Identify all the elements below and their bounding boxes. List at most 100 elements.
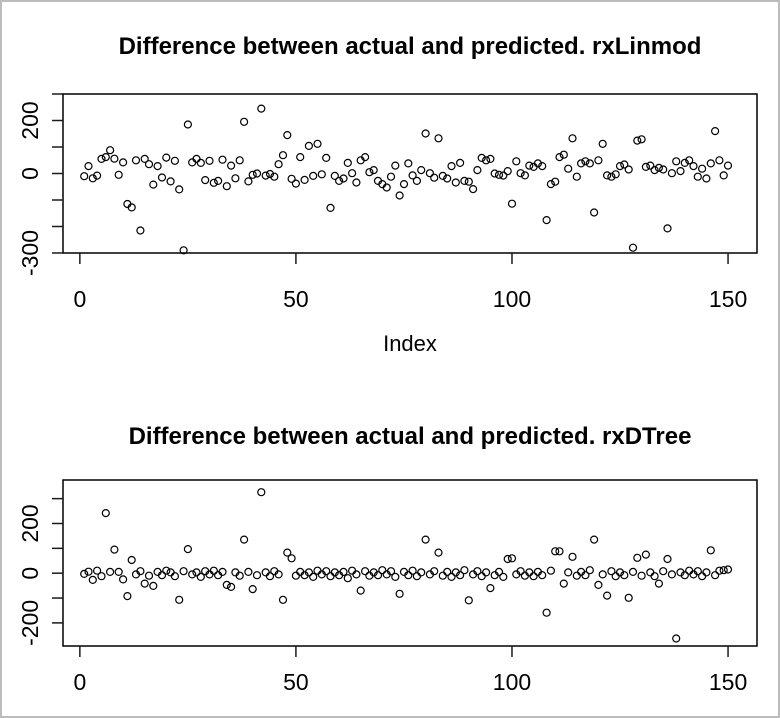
data-point <box>646 568 655 577</box>
data-point <box>615 568 625 577</box>
data-point <box>114 567 123 577</box>
data-point <box>114 170 123 179</box>
data-point <box>274 160 283 169</box>
data-point <box>417 568 426 577</box>
data-point <box>140 154 149 163</box>
data-point <box>97 572 106 581</box>
data-point <box>551 177 560 186</box>
data-point <box>382 183 391 192</box>
data-point <box>697 164 707 173</box>
data-point <box>348 566 357 575</box>
data-point <box>261 171 270 180</box>
data-point <box>127 555 136 565</box>
data-point <box>667 169 677 178</box>
data-point <box>464 596 473 605</box>
data-point <box>538 571 547 580</box>
data-point <box>607 567 616 576</box>
data-point <box>602 171 612 180</box>
data-point <box>559 150 568 159</box>
data-point <box>170 156 179 165</box>
data-point <box>118 575 128 584</box>
data-point <box>408 171 417 180</box>
data-point <box>162 153 171 162</box>
y-tick-label: -200 <box>17 600 43 646</box>
data-point <box>464 177 473 186</box>
data-point <box>339 567 348 577</box>
data-point <box>447 572 456 582</box>
data-point <box>92 171 102 180</box>
y-tick-label: 0 <box>17 167 43 180</box>
data-point <box>494 170 504 179</box>
data-point <box>624 165 633 174</box>
data-point <box>659 165 668 174</box>
data-point <box>434 548 443 557</box>
data-point <box>633 136 642 145</box>
data-point <box>417 166 426 175</box>
data-point <box>209 566 218 575</box>
data-point <box>589 535 599 544</box>
data-point <box>637 135 646 144</box>
data-point <box>283 548 292 557</box>
data-point <box>110 545 119 554</box>
data-point <box>611 572 620 581</box>
data-point <box>585 566 594 575</box>
x-tick-label: 150 <box>709 286 747 312</box>
data-point <box>300 175 309 184</box>
data-point <box>88 575 97 585</box>
data-point <box>710 571 720 580</box>
data-point <box>80 569 89 579</box>
data-point <box>157 173 167 182</box>
data-point <box>555 547 564 556</box>
y-tick-label: 200 <box>17 101 43 139</box>
data-point <box>257 104 266 113</box>
data-point <box>689 162 698 171</box>
data-point <box>326 203 335 212</box>
data-point <box>516 169 525 178</box>
data-point <box>412 176 421 185</box>
data-point <box>118 158 128 167</box>
data-point <box>482 156 491 165</box>
data-point <box>274 570 283 579</box>
data-point <box>352 178 361 187</box>
data-point <box>235 571 244 580</box>
chart-title-rxlinmod: Difference between actual and predicted.… <box>118 33 702 60</box>
data-point <box>330 171 339 180</box>
data-point <box>551 547 560 556</box>
data-point <box>378 566 387 575</box>
data-point <box>572 571 581 580</box>
data-point <box>412 572 421 581</box>
data-point <box>361 153 370 162</box>
data-point <box>248 584 257 594</box>
data-point <box>240 535 249 544</box>
data-point <box>516 567 525 576</box>
data-point <box>456 571 465 580</box>
data-point <box>196 572 205 582</box>
data-point <box>607 172 616 181</box>
data-point <box>261 568 270 577</box>
data-point <box>105 567 115 577</box>
data-point <box>421 535 430 544</box>
data-point <box>598 139 607 148</box>
data-point <box>270 172 279 181</box>
data-point <box>654 163 664 172</box>
data-point <box>451 568 460 577</box>
data-point <box>447 162 456 171</box>
data-point <box>136 226 145 235</box>
data-point <box>369 166 378 175</box>
data-point <box>473 166 482 175</box>
data-point <box>149 180 158 189</box>
data-point <box>602 591 612 600</box>
data-point <box>101 508 110 518</box>
plot-box <box>62 479 758 647</box>
data-point <box>430 567 439 576</box>
data-point <box>395 191 404 200</box>
data-point <box>654 579 664 588</box>
data-point <box>482 568 491 577</box>
data-point <box>101 153 110 162</box>
data-point <box>222 580 231 590</box>
data-point <box>123 591 132 601</box>
data-point <box>335 176 344 185</box>
data-point <box>300 571 309 580</box>
data-point <box>460 566 469 575</box>
